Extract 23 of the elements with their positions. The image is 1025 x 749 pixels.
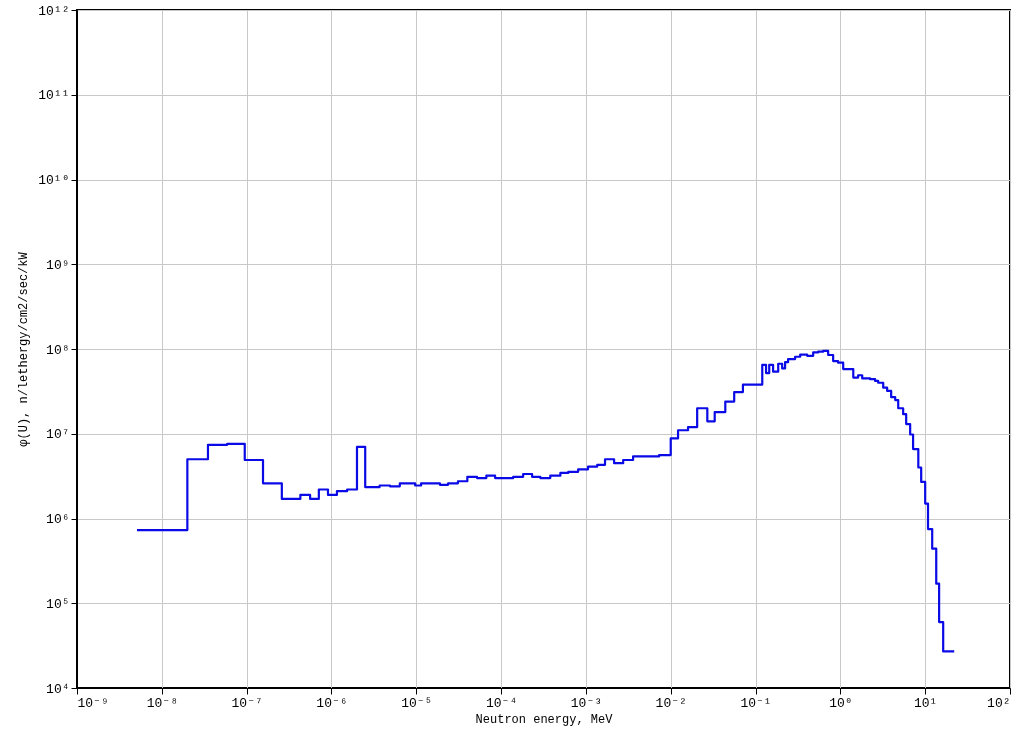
x-tick-label: 10⁰ [829, 695, 853, 711]
x-tick-label: 10⁻⁸ [146, 695, 178, 711]
y-tick-label: 10⁵ [46, 596, 70, 612]
y-tick-label: 10⁷ [46, 427, 70, 443]
x-tick-label: 10⁻⁶ [316, 695, 348, 711]
y-tick-label: 10⁸ [46, 342, 70, 358]
x-tick-label: 10² [987, 695, 1011, 711]
x-tick-label: 10¹ [913, 695, 938, 711]
x-tick-label: 10⁻⁴ [485, 695, 518, 711]
x-tick-label: 10⁻⁹ [77, 695, 109, 711]
y-tick-label: 10¹⁰ [38, 173, 70, 188]
x-tick-label: 10⁻¹ [740, 695, 772, 711]
x-tick-label: 10⁻⁵ [401, 695, 433, 711]
y-tick-label: 10⁴ [46, 681, 70, 697]
y-axis-title: φ(U), n/lethergy/cm2/sec/kW [17, 251, 32, 447]
y-tick-label: 10¹² [38, 3, 70, 19]
x-tick-label: 10⁻² [655, 695, 687, 711]
y-tick-label: 10⁶ [46, 512, 70, 527]
x-tick-label: 10⁻⁷ [231, 695, 263, 711]
x-axis-title: Neutron energy, MeV [475, 712, 614, 727]
y-tick-label: 10⁹ [46, 257, 70, 273]
x-tick-label: 10⁻³ [570, 695, 603, 711]
y-tick-label: 10¹¹ [38, 88, 70, 104]
